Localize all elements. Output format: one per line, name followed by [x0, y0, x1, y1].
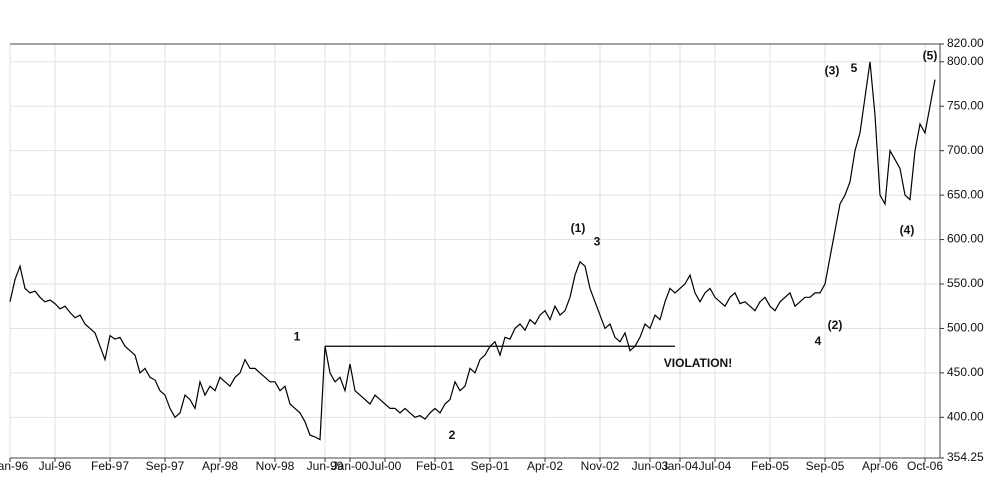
x-tick-label: Feb-05	[751, 459, 789, 473]
y-tick-label: 450.00	[947, 365, 984, 379]
x-tick-label: Nov-98	[256, 459, 295, 473]
y-tick-label: 354.25	[947, 450, 984, 464]
plot-frame	[10, 43, 941, 459]
x-tick-label: Sep-01	[471, 459, 510, 473]
y-tick-label: 750.00	[947, 98, 984, 112]
y-tick-label: 800.00	[947, 54, 984, 68]
x-tick-label: Jan-96	[0, 459, 29, 473]
x-tick-label: Feb-01	[416, 459, 454, 473]
y-tick-label: 500.00	[947, 321, 984, 335]
y-tick-label: 700.00	[947, 143, 984, 157]
x-tick-label: Apr-98	[202, 459, 238, 473]
x-tick-label: Jan-04	[662, 459, 699, 473]
x-tick-label: Nov-02	[581, 459, 620, 473]
annotation: VIOLATION!	[664, 356, 732, 370]
annotation: 1	[294, 330, 301, 344]
y-tick-label: 650.00	[947, 187, 984, 201]
annotation: 4	[815, 334, 822, 348]
x-tick-label: Jan-00	[332, 459, 369, 473]
x-tick-label: Feb-97	[91, 459, 129, 473]
annotation: (1)	[571, 221, 586, 235]
annotation: (5)	[923, 49, 938, 63]
y-tick-label: 820.00	[947, 36, 984, 50]
x-tick-label: Sep-05	[806, 459, 845, 473]
annotation: (2)	[828, 318, 843, 332]
y-tick-label: 600.00	[947, 232, 984, 246]
annotation: (4)	[900, 223, 915, 237]
x-tick-label: Jul-96	[39, 459, 72, 473]
x-tick-label: Apr-06	[862, 459, 898, 473]
x-tick-label: Jun-03	[632, 459, 669, 473]
y-tick-label: 550.00	[947, 276, 984, 290]
x-tick-label: Sep-97	[146, 459, 185, 473]
x-tick-label: Jul-00	[369, 459, 402, 473]
x-tick-label: Apr-02	[527, 459, 563, 473]
x-tick-label: Oct-06	[907, 459, 943, 473]
x-tick-label: Jun-99	[307, 459, 344, 473]
annotation: (3)	[825, 64, 840, 78]
annotation: 3	[594, 234, 601, 248]
y-tick-label: 400.00	[947, 410, 984, 424]
x-tick-label: Jul-04	[699, 459, 732, 473]
annotation: 2	[449, 428, 456, 442]
annotation: 5	[851, 61, 858, 75]
price-line	[9, 61, 936, 441]
